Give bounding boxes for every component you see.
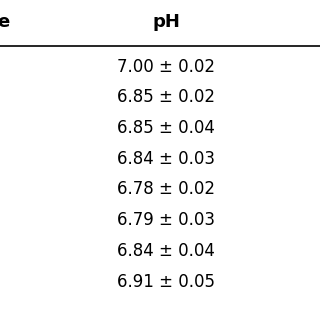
Text: e: e bbox=[0, 13, 9, 31]
Text: 6.79 ± 0.03: 6.79 ± 0.03 bbox=[117, 211, 215, 229]
Text: 6.78 ± 0.02: 6.78 ± 0.02 bbox=[117, 180, 215, 198]
Text: 7.00 ± 0.02: 7.00 ± 0.02 bbox=[117, 58, 215, 76]
Text: 6.85 ± 0.04: 6.85 ± 0.04 bbox=[117, 119, 215, 137]
Text: 6.84 ± 0.04: 6.84 ± 0.04 bbox=[117, 242, 215, 260]
Text: 6.85 ± 0.02: 6.85 ± 0.02 bbox=[117, 88, 215, 106]
Text: 6.84 ± 0.03: 6.84 ± 0.03 bbox=[117, 150, 215, 168]
Text: 6.91 ± 0.05: 6.91 ± 0.05 bbox=[117, 273, 215, 291]
Text: pH: pH bbox=[152, 13, 180, 31]
